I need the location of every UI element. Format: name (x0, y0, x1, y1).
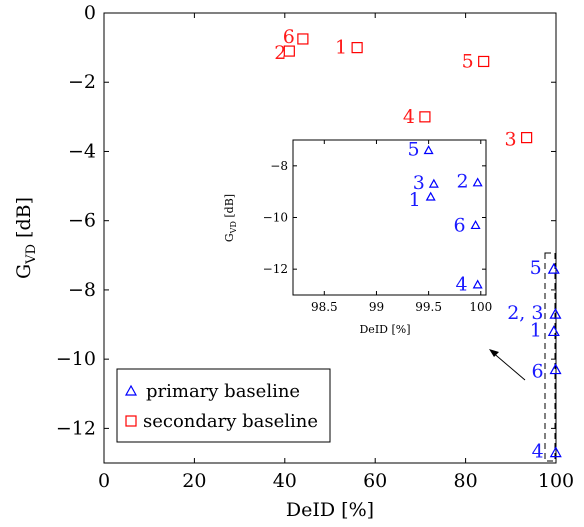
legend-secondary-label: secondary baseline (143, 411, 318, 432)
point-label: 4 (532, 441, 544, 463)
secondary-baseline-point (297, 33, 309, 45)
inset-point-label: 5 (408, 138, 420, 160)
primary-baseline-point (549, 446, 562, 458)
legend: primary baseline secondary baseline (116, 368, 331, 443)
point-label: 1 (530, 319, 542, 341)
primary-baseline-point (549, 307, 562, 319)
point-label: 3 (505, 129, 517, 151)
inset-x-tick-label: 100 (469, 300, 492, 314)
x-tick-label: 80 (454, 470, 478, 492)
inset-y-tick-label: −12 (263, 262, 288, 276)
primary-baseline-point (428, 178, 439, 188)
inset-x-tick-label: 99.5 (415, 300, 442, 314)
inset-axis-ticks (293, 140, 486, 295)
inset-y-tick-label: −10 (263, 211, 288, 225)
primary-baseline-point (423, 145, 434, 155)
primary-baseline-point (470, 220, 481, 230)
inset-data-points: 13 2 4 5 6 (408, 138, 483, 296)
inset-point-label: 2 (457, 171, 469, 193)
primary-baseline-point (547, 262, 560, 274)
point-label: 2, 3 (507, 302, 543, 324)
x-tick-label: 40 (273, 470, 297, 492)
point-label: 6 (531, 361, 543, 383)
inset-point-label: 1 (409, 189, 421, 211)
y-tick-label: −12 (56, 417, 96, 439)
secondary-baseline-point (521, 132, 533, 144)
y-tick-label: −2 (68, 71, 96, 93)
y-tick-label: −6 (68, 210, 96, 232)
point-label: 5 (530, 257, 542, 279)
x-tick-label: 60 (363, 470, 387, 492)
legend-box (116, 368, 331, 443)
secondary-baseline-point (351, 42, 363, 54)
legend-secondary-marker (125, 415, 137, 427)
inset-point-label: 4 (456, 274, 468, 296)
inset-x-tick-label: 99 (369, 300, 384, 314)
primary-baseline-point (547, 325, 560, 337)
x-tick-label: 100 (538, 470, 574, 492)
y-tick-label: −8 (68, 279, 96, 301)
legend-primary-marker (124, 384, 138, 396)
point-label: 5 (462, 50, 474, 72)
primary-baseline-point (549, 363, 562, 375)
point-label: 4 (403, 106, 415, 128)
inset-point-label: 6 (453, 214, 465, 236)
secondary-baseline-point (478, 55, 490, 68)
secondary-baseline-point (283, 45, 295, 57)
point-label: 2 (274, 42, 286, 64)
main-x-axis-label: DeID [%] (286, 499, 374, 521)
main-y-axis-label: GVD [dB] (13, 197, 39, 279)
zoom-arrow-head (489, 349, 499, 357)
main-plot-frame (103, 12, 557, 464)
zoom-arrow (490, 350, 526, 381)
legend-primary-label: primary baseline (146, 381, 300, 402)
main-tick-labels: 0 20 40 60 80 100 0 −2 −4 −6 −8 −10 −12 (56, 2, 574, 492)
y-tick-label: −10 (56, 348, 96, 370)
secondary-baseline-point (419, 111, 431, 123)
inset-x-tick-label: 98.5 (311, 300, 338, 314)
main-axis-ticks (103, 12, 557, 463)
point-label: 1 (335, 37, 347, 59)
x-tick-label: 0 (98, 470, 110, 492)
y-tick-label: −4 (68, 140, 96, 162)
inset-y-tick-label: −8 (270, 159, 288, 173)
x-tick-label: 20 (182, 470, 206, 492)
zoom-region-box (544, 252, 556, 462)
inset-y-axis-label: GVD [dB] (223, 194, 238, 242)
primary-baseline-point (425, 191, 436, 201)
point-label: 6 (283, 26, 295, 48)
inset-tick-labels: 98.5 99 99.5 100 −8 −10 −12 (263, 159, 493, 314)
inset-plot-frame (292, 139, 487, 296)
inset-x-axis-label: DeID [%] (359, 323, 410, 336)
y-tick-label: 0 (84, 2, 96, 24)
inset-point-label: 3 (413, 172, 425, 194)
primary-baseline-point (472, 177, 483, 187)
primary-baseline-point (472, 279, 483, 289)
